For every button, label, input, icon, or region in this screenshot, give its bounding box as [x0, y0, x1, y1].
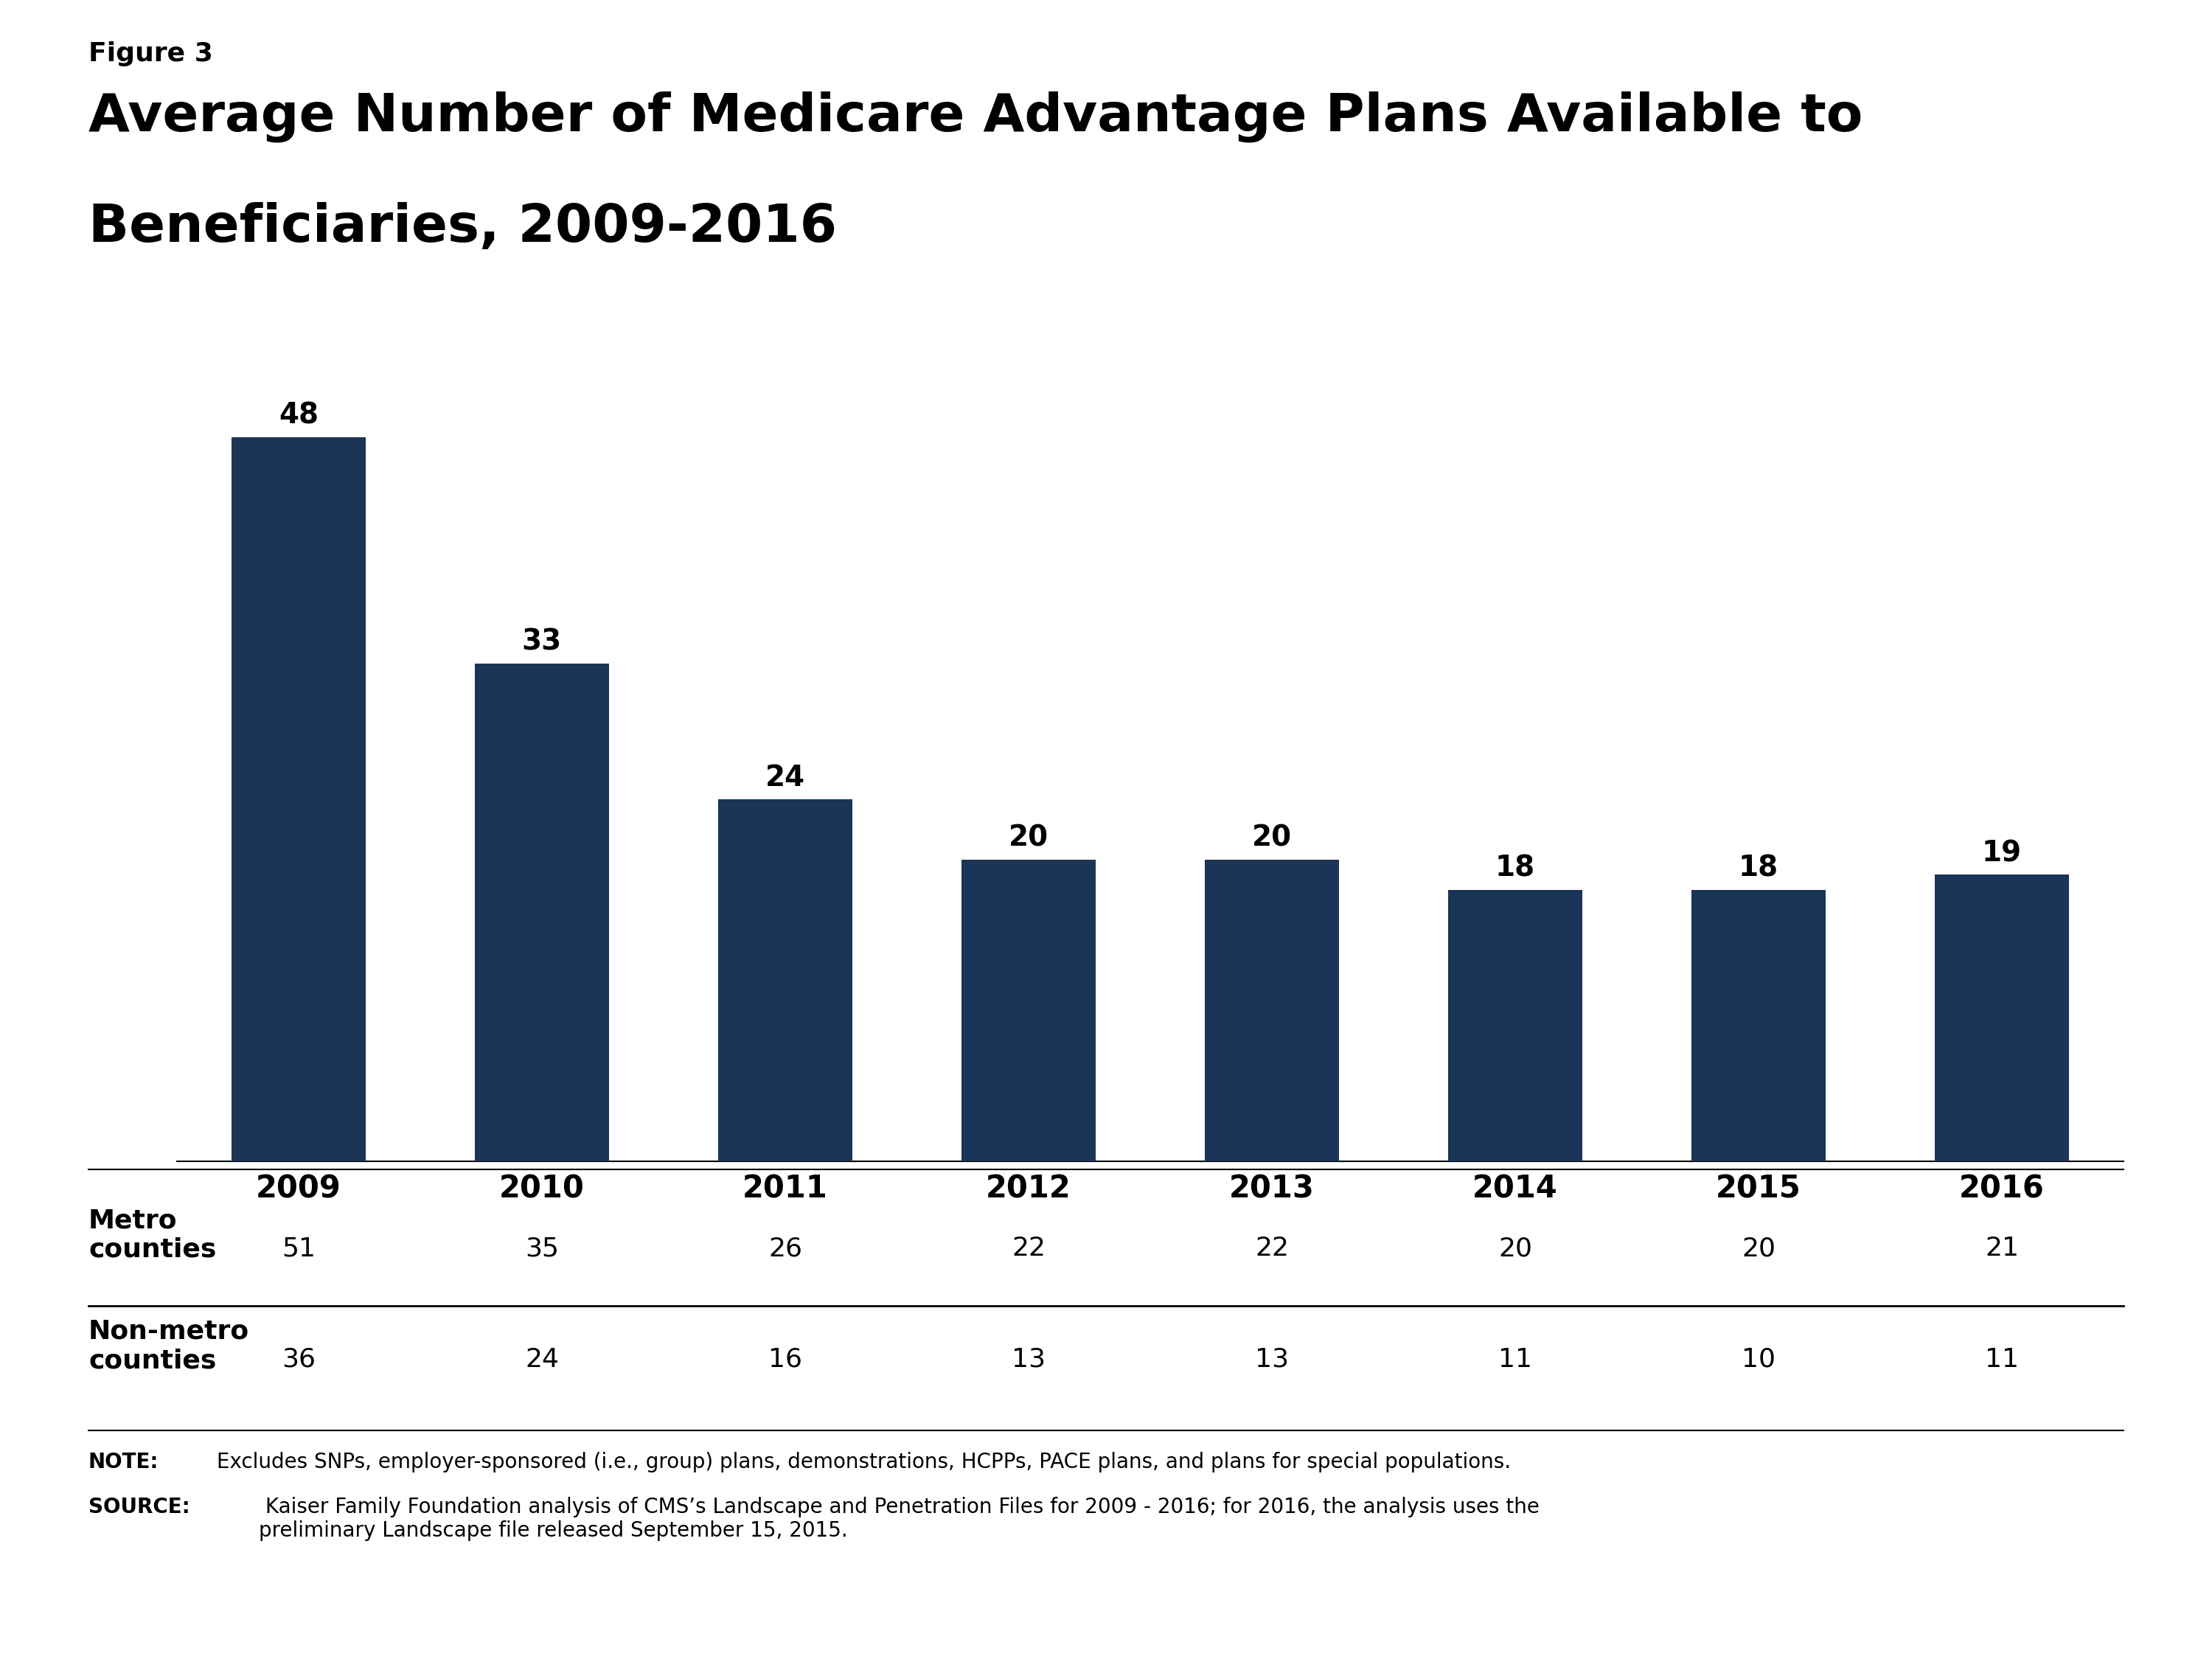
Text: 20: 20: [1498, 1236, 1533, 1261]
Text: 21: 21: [1984, 1236, 2020, 1261]
Bar: [719, 800, 852, 1161]
Text: 13: 13: [1254, 1347, 1290, 1372]
Bar: [962, 859, 1095, 1161]
Text: SOURCE:: SOURCE:: [88, 1496, 190, 1516]
Text: 33: 33: [522, 629, 562, 655]
Text: 24: 24: [765, 763, 805, 791]
Text: FOUNDATION: FOUNDATION: [1975, 1591, 2059, 1603]
Text: KAISER: KAISER: [1971, 1488, 2064, 1510]
Text: 11: 11: [1498, 1347, 1533, 1372]
Bar: [1206, 859, 1338, 1161]
Bar: [1935, 874, 2068, 1161]
Text: THE HENRY J.: THE HENRY J.: [1975, 1443, 2059, 1453]
Text: 22: 22: [1254, 1236, 1290, 1261]
Text: NOTE:: NOTE:: [88, 1452, 159, 1472]
Text: 26: 26: [768, 1236, 803, 1261]
Text: 36: 36: [281, 1347, 316, 1372]
Text: 13: 13: [1011, 1347, 1046, 1372]
Text: Average Number of Medicare Advantage Plans Available to: Average Number of Medicare Advantage Pla…: [88, 91, 1863, 143]
Text: 51: 51: [281, 1236, 316, 1261]
Text: Kaiser Family Foundation analysis of CMS’s Landscape and Penetration Files for 2: Kaiser Family Foundation analysis of CMS…: [259, 1496, 1540, 1541]
Text: 20: 20: [1252, 825, 1292, 853]
Text: 22: 22: [1011, 1236, 1046, 1261]
Text: 19: 19: [1982, 839, 2022, 868]
Text: 11: 11: [1984, 1347, 2020, 1372]
Text: 18: 18: [1739, 854, 1778, 883]
Text: FAMILY: FAMILY: [1973, 1541, 2062, 1563]
Text: 16: 16: [768, 1347, 803, 1372]
Text: Figure 3: Figure 3: [88, 41, 212, 66]
Text: 48: 48: [279, 401, 319, 430]
Text: Non-metro
counties: Non-metro counties: [88, 1319, 250, 1374]
Text: 35: 35: [524, 1236, 560, 1261]
Bar: [1449, 889, 1582, 1161]
Bar: [1692, 889, 1825, 1161]
Text: Metro
counties: Metro counties: [88, 1208, 217, 1262]
Text: 20: 20: [1009, 825, 1048, 853]
Text: Excludes SNPs, employer-sponsored (i.e., group) plans, demonstrations, HCPPs, PA: Excludes SNPs, employer-sponsored (i.e.,…: [210, 1452, 1511, 1472]
Text: Beneficiaries, 2009-2016: Beneficiaries, 2009-2016: [88, 202, 836, 254]
Text: 18: 18: [1495, 854, 1535, 883]
Text: 24: 24: [524, 1347, 560, 1372]
Bar: [476, 664, 608, 1161]
Text: 10: 10: [1741, 1347, 1776, 1372]
Text: 20: 20: [1741, 1236, 1776, 1261]
Bar: [232, 438, 365, 1161]
